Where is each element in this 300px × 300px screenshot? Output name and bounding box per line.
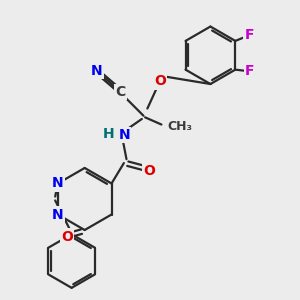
Text: C: C (116, 85, 126, 99)
Text: F: F (244, 28, 254, 42)
Text: N: N (119, 128, 130, 142)
Text: O: O (154, 74, 166, 88)
Text: N: N (52, 208, 64, 221)
Text: O: O (143, 164, 155, 178)
Text: O: O (61, 230, 73, 244)
Text: F: F (245, 64, 254, 78)
Text: N: N (91, 64, 103, 78)
Text: CH₃: CH₃ (167, 120, 192, 133)
Text: N: N (52, 176, 64, 190)
Text: H: H (102, 127, 114, 141)
